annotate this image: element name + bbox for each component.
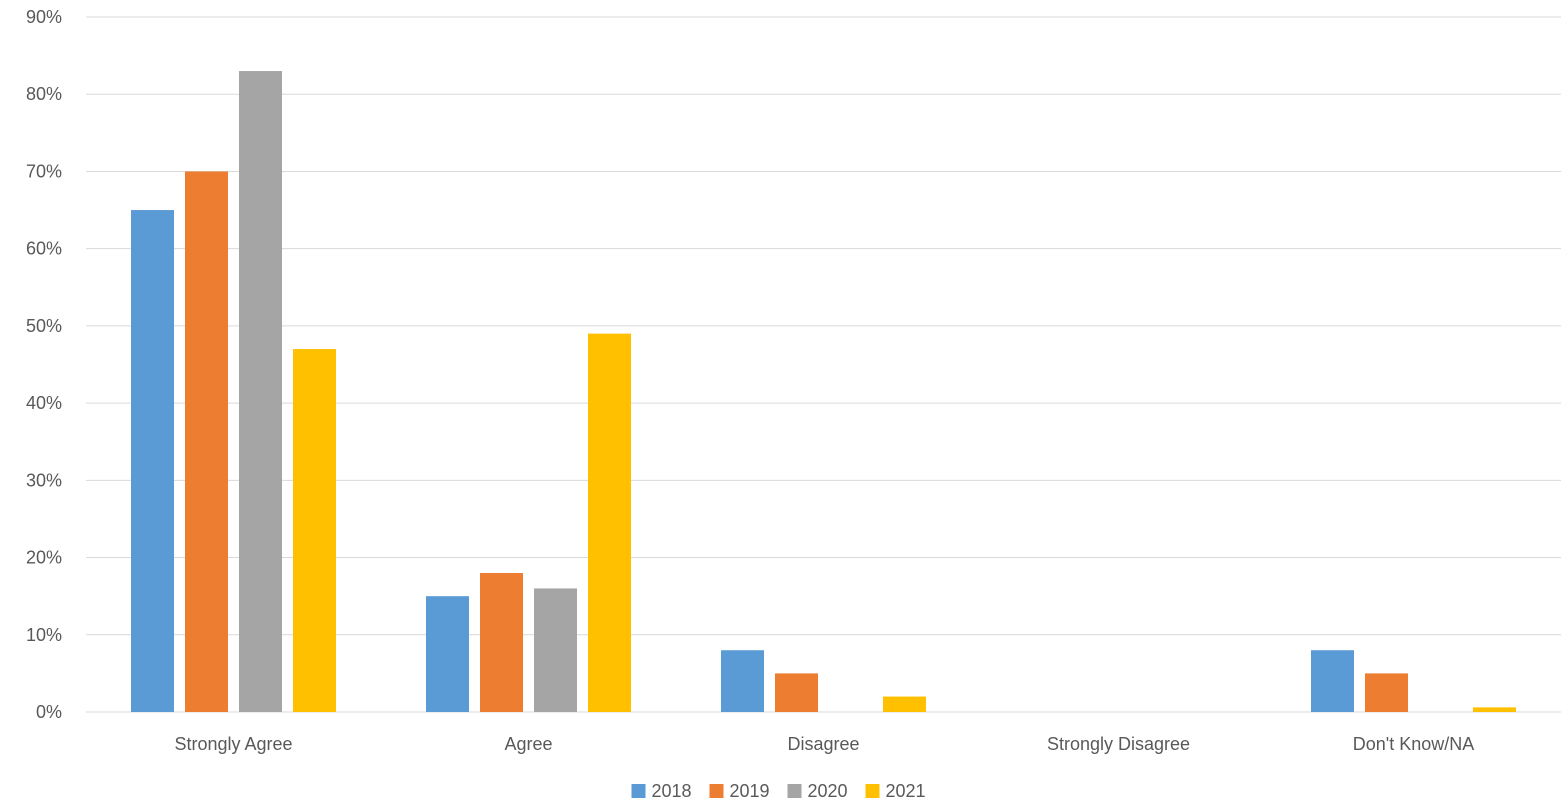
bar-2021-1 bbox=[588, 333, 631, 712]
bar-2021-4 bbox=[1473, 707, 1516, 712]
legend-label: 2018 bbox=[652, 781, 692, 801]
y-tick-label: 0% bbox=[36, 702, 62, 722]
bar-2020-0 bbox=[239, 71, 282, 713]
y-tick-label: 20% bbox=[26, 548, 62, 568]
bar-2021-0 bbox=[293, 349, 336, 712]
y-tick-label: 40% bbox=[26, 393, 62, 413]
legend-swatch bbox=[865, 784, 880, 798]
bar-2019-2 bbox=[775, 673, 818, 712]
legend-swatch bbox=[631, 784, 646, 798]
y-axis-ticks: 0% 10% 20% 30% 40% 50% 60% 70% 80% 90% bbox=[26, 7, 62, 722]
legend-label: 2021 bbox=[886, 781, 926, 801]
legend-item-2021: 2021 bbox=[865, 781, 926, 801]
y-tick-label: 50% bbox=[26, 316, 62, 336]
legend-item-2018: 2018 bbox=[631, 781, 692, 801]
legend: 2018 2019 2020 2021 bbox=[631, 781, 926, 801]
y-tick-label: 60% bbox=[26, 239, 62, 259]
bar-2018-2 bbox=[721, 650, 764, 712]
y-tick-label: 80% bbox=[26, 84, 62, 104]
bar-2019-0 bbox=[185, 171, 228, 712]
legend-label: 2020 bbox=[808, 781, 848, 801]
y-tick-label: 10% bbox=[26, 625, 62, 645]
legend-label: 2019 bbox=[730, 781, 770, 801]
legend-item-2020: 2020 bbox=[787, 781, 848, 801]
bar-2019-4 bbox=[1365, 673, 1408, 712]
category-label: Don't Know/NA bbox=[1353, 734, 1475, 754]
category-label: Agree bbox=[504, 734, 552, 754]
legend-swatch bbox=[709, 784, 724, 798]
category-label: Strongly Disagree bbox=[1047, 734, 1190, 754]
bar-2018-4 bbox=[1311, 650, 1354, 712]
x-axis-categories: Strongly Agree Agree Disagree Strongly Disa… bbox=[174, 734, 1474, 754]
bar-2021-2 bbox=[883, 696, 926, 712]
y-tick-label: 90% bbox=[26, 7, 62, 27]
legend-item-2019: 2019 bbox=[709, 781, 770, 801]
y-tick-label: 30% bbox=[26, 470, 62, 490]
bar-2019-1 bbox=[480, 573, 523, 712]
bars bbox=[131, 71, 1516, 713]
y-tick-label: 70% bbox=[26, 161, 62, 181]
category-label: Disagree bbox=[787, 734, 859, 754]
bar-2018-1 bbox=[426, 596, 469, 712]
bar-2018-0 bbox=[131, 210, 174, 713]
legend-swatch bbox=[787, 784, 802, 798]
bar-2020-1 bbox=[534, 588, 577, 712]
category-label: Strongly Agree bbox=[174, 734, 292, 754]
